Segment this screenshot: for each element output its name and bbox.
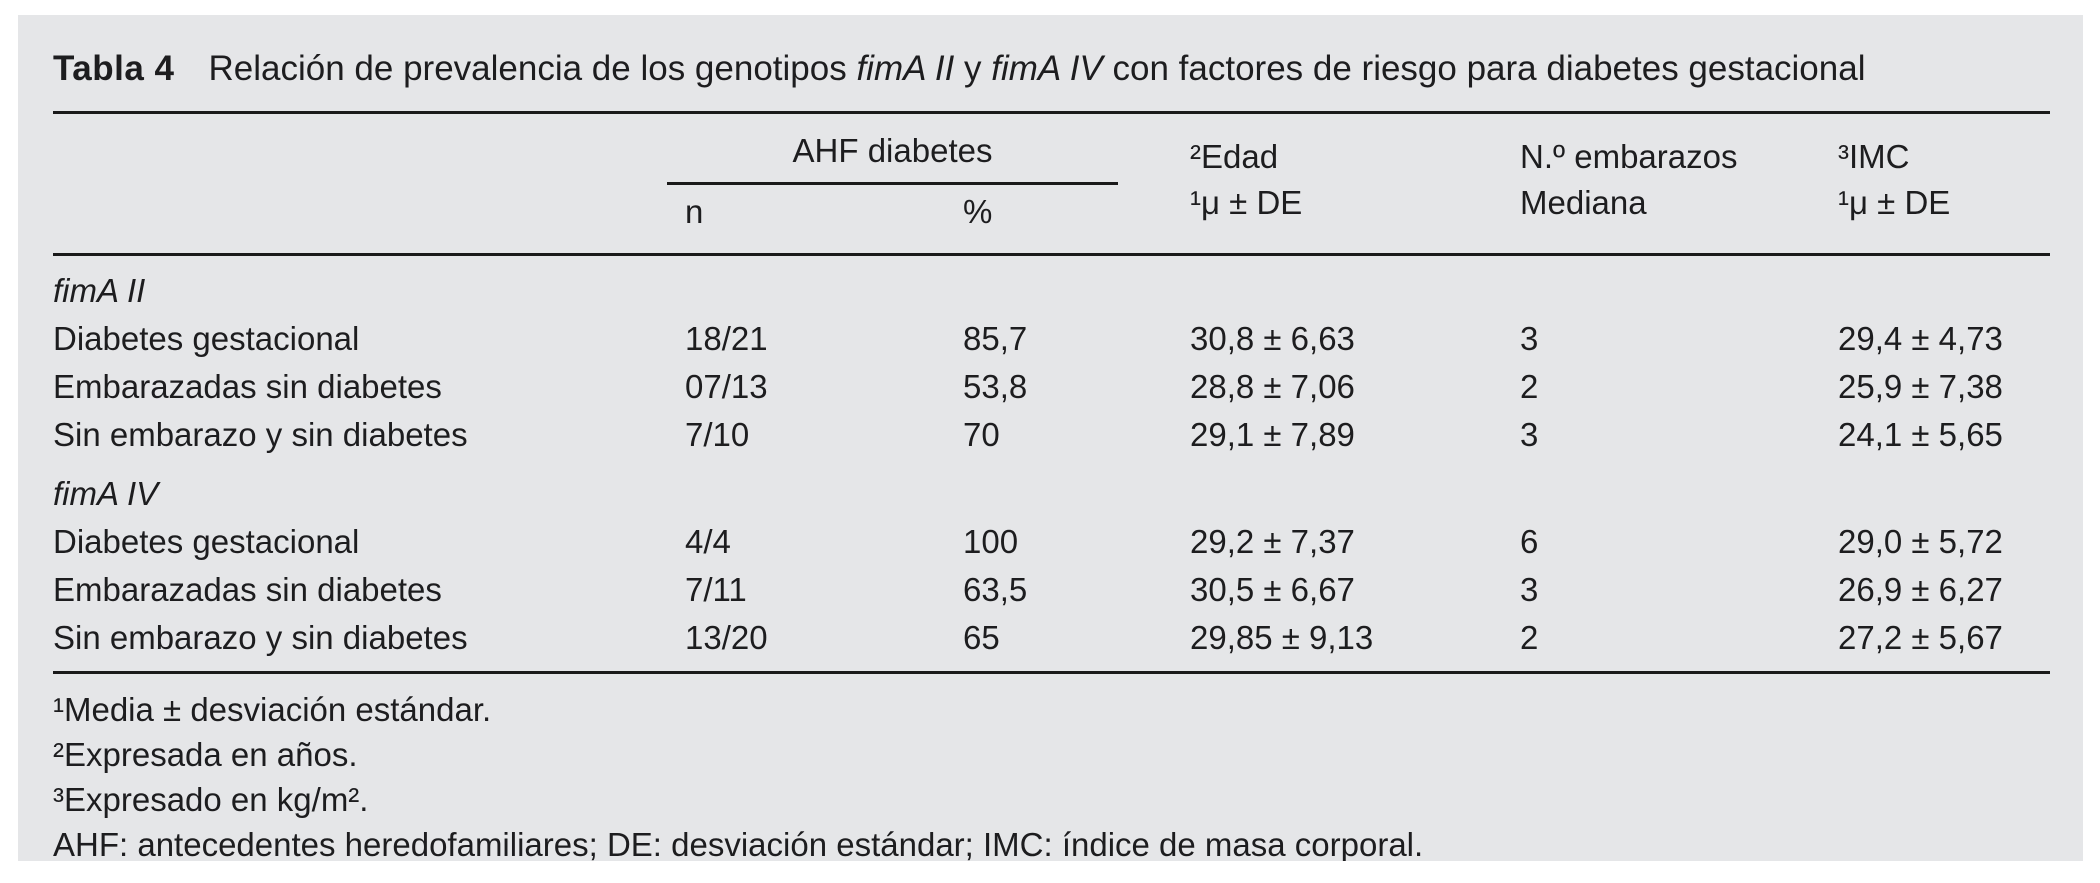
cell-embarazos: 2 bbox=[1520, 368, 1539, 405]
section-label: fimA IV bbox=[53, 475, 159, 512]
row-label: Diabetes gestacional bbox=[53, 523, 360, 560]
cell-n: 18/21 bbox=[685, 320, 768, 357]
edad-column-header: ²Edad ¹μ ± DE bbox=[1190, 113, 1520, 255]
cell-n: 07/13 bbox=[685, 368, 768, 405]
table-row: Sin embarazo y sin diabetes 7/10 70 29,1… bbox=[53, 411, 2050, 459]
cell-edad: 30,5 ± 6,67 bbox=[1190, 571, 1355, 608]
embarazos-header-line2: Mediana bbox=[1520, 184, 1647, 221]
ahf-diabetes-spanner-label: AHF diabetes bbox=[667, 134, 1118, 185]
n-column-header: n bbox=[685, 193, 704, 230]
section-header-row-fimA-II: fimA II bbox=[53, 255, 2050, 316]
footnote-expresado-kg-m2: ³Expresado en kg/m². bbox=[53, 781, 369, 818]
cell-edad: 29,2 ± 7,37 bbox=[1190, 523, 1355, 560]
table-body: fimA II Diabetes gestacional 18/21 85,7 … bbox=[53, 255, 2050, 673]
cell-embarazos: 3 bbox=[1520, 571, 1539, 608]
title-text-3: con factores de riesgo para diabetes ges… bbox=[1102, 49, 1866, 88]
embarazos-column-header: N.º embarazos Mediana bbox=[1520, 113, 1838, 255]
cell-embarazos: 3 bbox=[1520, 416, 1539, 453]
prevalence-table: AHF diabetes ²Edad ¹μ ± DE N.º embarazos… bbox=[53, 111, 2050, 674]
table-header: AHF diabetes ²Edad ¹μ ± DE N.º embarazos… bbox=[53, 113, 2050, 255]
row-label: Sin embarazo y sin diabetes bbox=[53, 619, 468, 656]
cell-edad: 29,85 ± 9,13 bbox=[1190, 619, 1374, 656]
cell-imc: 26,9 ± 6,27 bbox=[1838, 571, 2003, 608]
table-figure-panel: Tabla 4 Relación de prevalencia de los ge… bbox=[18, 15, 2083, 861]
imc-header-line1: ³IMC bbox=[1838, 138, 1910, 175]
section-header-row-fimA-IV: fimA IV bbox=[53, 459, 2050, 518]
ahf-diabetes-spanner: AHF diabetes bbox=[667, 113, 1190, 185]
row-label: Embarazadas sin diabetes bbox=[53, 368, 442, 405]
embarazos-header-line1: N.º embarazos bbox=[1520, 138, 1738, 175]
cell-n: 7/11 bbox=[685, 571, 747, 608]
cell-embarazos: 3 bbox=[1520, 320, 1539, 357]
cell-percent: 53,8 bbox=[963, 368, 1028, 405]
gene-name-fimA-IV: fimA IV bbox=[991, 49, 1103, 88]
cell-n: 13/20 bbox=[685, 619, 768, 656]
figure-content: Tabla 4 Relación de prevalencia de los ge… bbox=[18, 15, 2083, 861]
table-title: Tabla 4 Relación de prevalencia de los ge… bbox=[53, 15, 2050, 111]
edad-header-line2: ¹μ ± DE bbox=[1190, 184, 1303, 221]
row-label: Diabetes gestacional bbox=[53, 320, 360, 357]
cell-percent: 70 bbox=[963, 416, 1000, 453]
row-label: Sin embarazo y sin diabetes bbox=[53, 416, 468, 453]
cell-edad: 29,1 ± 7,89 bbox=[1190, 416, 1355, 453]
edad-header-line1: ²Edad bbox=[1190, 138, 1279, 175]
cell-percent: 85,7 bbox=[963, 320, 1028, 357]
table-footnotes: ¹Media ± desviación estándar. ²Expresada… bbox=[53, 674, 2050, 861]
cell-imc: 27,2 ± 5,67 bbox=[1838, 619, 2003, 656]
table-row: Embarazadas sin diabetes 7/11 63,5 30,5 … bbox=[53, 566, 2050, 614]
table-row: Sin embarazo y sin diabetes 13/20 65 29,… bbox=[53, 614, 2050, 673]
table-row: Embarazadas sin diabetes 07/13 53,8 28,8… bbox=[53, 363, 2050, 411]
row-label-header-empty bbox=[53, 113, 685, 255]
cell-percent: 100 bbox=[963, 523, 1019, 560]
cell-imc: 25,9 ± 7,38 bbox=[1838, 368, 2003, 405]
cell-n: 4/4 bbox=[685, 523, 731, 560]
cell-imc: 29,0 ± 5,72 bbox=[1838, 523, 2003, 560]
cell-embarazos: 6 bbox=[1520, 523, 1539, 560]
gene-name-fimA-II: fimA II bbox=[856, 49, 955, 88]
cell-n: 7/10 bbox=[685, 416, 750, 453]
cell-percent: 65 bbox=[963, 619, 1000, 656]
imc-column-header: ³IMC ¹μ ± DE bbox=[1838, 113, 2050, 255]
title-text-1: Relación de prevalencia de los genotipos bbox=[208, 49, 857, 88]
title-text-2: y bbox=[954, 49, 992, 88]
footnote-media-desviacion: ¹Media ± desviación estándar. bbox=[53, 691, 492, 728]
cell-edad: 28,8 ± 7,06 bbox=[1190, 368, 1355, 405]
table-row: Diabetes gestacional 4/4 100 29,2 ± 7,37… bbox=[53, 518, 2050, 566]
footnote-expresada-anos: ²Expresada en años. bbox=[53, 736, 358, 773]
cell-imc: 29,4 ± 4,73 bbox=[1838, 320, 2003, 357]
section-label: fimA II bbox=[53, 272, 146, 309]
cell-edad: 30,8 ± 6,63 bbox=[1190, 320, 1355, 357]
footnote-abbreviations: AHF: antecedentes heredofamiliares; DE: … bbox=[53, 826, 1424, 861]
cell-imc: 24,1 ± 5,65 bbox=[1838, 416, 2003, 453]
table-number-label: Tabla 4 bbox=[53, 49, 175, 88]
cell-percent: 63,5 bbox=[963, 571, 1028, 608]
percent-column-header: % bbox=[963, 193, 993, 230]
imc-header-line2: ¹μ ± DE bbox=[1838, 184, 1951, 221]
cell-embarazos: 2 bbox=[1520, 619, 1539, 656]
table-row: Diabetes gestacional 18/21 85,7 30,8 ± 6… bbox=[53, 315, 2050, 363]
row-label: Embarazadas sin diabetes bbox=[53, 571, 442, 608]
